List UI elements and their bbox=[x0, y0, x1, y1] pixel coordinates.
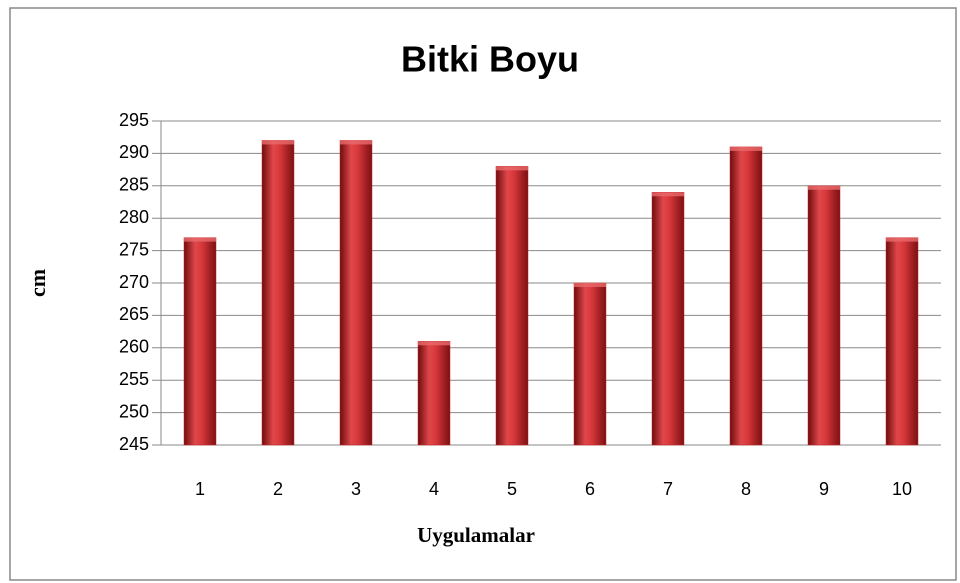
bar-cap bbox=[184, 237, 216, 242]
bar bbox=[651, 192, 685, 446]
x-tick-label: 9 bbox=[819, 479, 829, 499]
bar bbox=[807, 185, 841, 446]
chart-title: Bitki Boyu bbox=[401, 39, 579, 80]
bar-cap bbox=[808, 185, 840, 190]
y-tick-label: 270 bbox=[119, 272, 149, 292]
y-axis-label: cm bbox=[25, 269, 50, 297]
bar bbox=[573, 282, 607, 446]
bar-cap bbox=[652, 192, 684, 197]
chart-border bbox=[9, 7, 957, 581]
x-tick-label: 10 bbox=[892, 479, 912, 499]
x-tick-label: 2 bbox=[273, 479, 283, 499]
x-axis-label: Uygulamalar bbox=[417, 523, 535, 547]
bar-cap bbox=[496, 166, 528, 171]
x-tick-label: 6 bbox=[585, 479, 595, 499]
y-tick-label: 260 bbox=[119, 337, 149, 357]
x-tick-label: 1 bbox=[195, 479, 205, 499]
bar bbox=[885, 237, 919, 446]
x-tick-label: 4 bbox=[429, 479, 439, 499]
y-tick-label: 295 bbox=[119, 110, 149, 130]
y-tick-label: 245 bbox=[119, 434, 149, 454]
bar bbox=[417, 341, 451, 446]
bar-cap bbox=[886, 237, 918, 242]
x-tick-label: 3 bbox=[351, 479, 361, 499]
bar-cap bbox=[418, 341, 450, 346]
y-tick-label: 265 bbox=[119, 304, 149, 324]
x-tick-label: 8 bbox=[741, 479, 751, 499]
bar bbox=[261, 140, 295, 446]
bar-cap bbox=[574, 283, 606, 287]
y-tick-label: 250 bbox=[119, 401, 149, 421]
x-tick-label: 7 bbox=[663, 479, 673, 499]
y-tick-label: 280 bbox=[119, 207, 149, 227]
bar-cap bbox=[340, 140, 372, 145]
bar bbox=[729, 146, 763, 446]
y-tick-label: 255 bbox=[119, 369, 149, 389]
x-tick-label: 5 bbox=[507, 479, 517, 499]
bar-cap bbox=[730, 146, 762, 151]
y-tick-label: 285 bbox=[119, 175, 149, 195]
y-tick-label: 290 bbox=[119, 142, 149, 162]
bar bbox=[339, 140, 373, 446]
bar bbox=[183, 237, 217, 446]
bar bbox=[495, 166, 529, 446]
y-tick-label: 275 bbox=[119, 239, 149, 259]
bar-cap bbox=[262, 140, 294, 145]
